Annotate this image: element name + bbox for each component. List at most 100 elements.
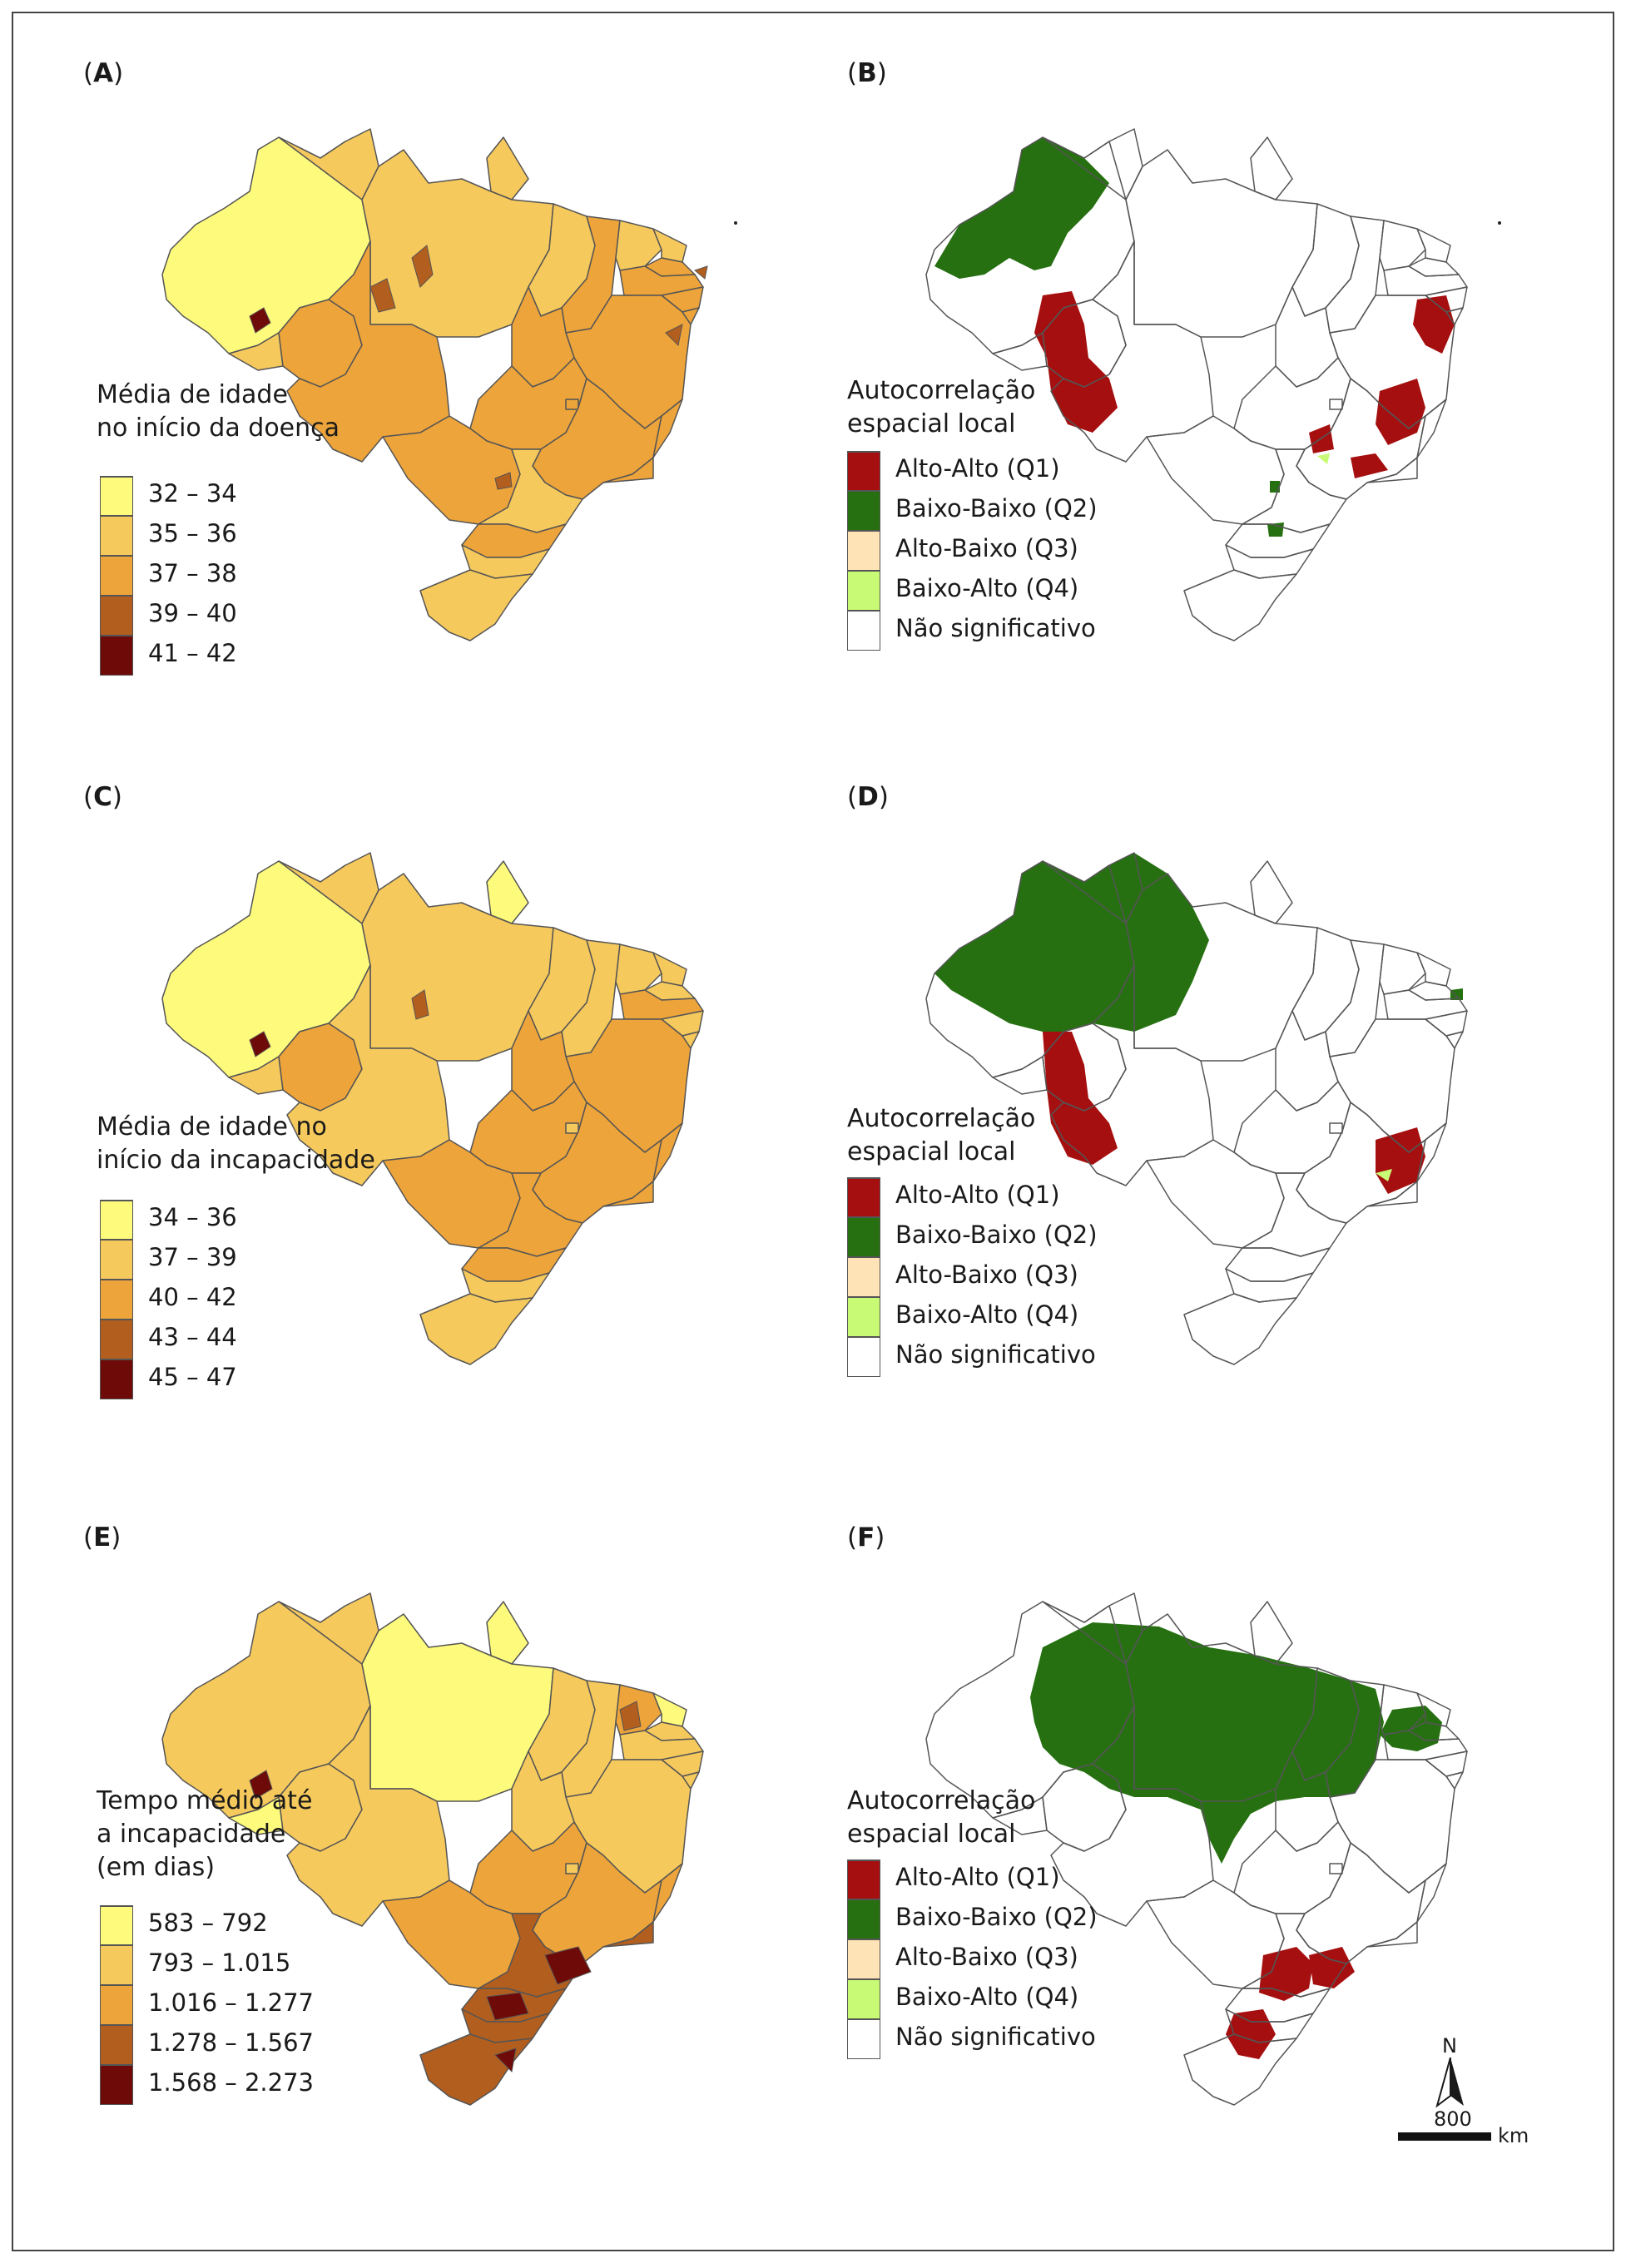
panel-label: (B) xyxy=(847,58,887,88)
legend-swatch xyxy=(847,491,880,531)
lisa-cluster xyxy=(1259,1947,1313,2001)
legend-label: 43 – 44 xyxy=(148,1323,237,1351)
legend-label: 793 – 1.015 xyxy=(148,1949,291,1977)
panel-label: (C) xyxy=(83,782,122,812)
state-border-mt xyxy=(1050,964,1214,1186)
region-cluster xyxy=(411,245,434,288)
panel-label: (D) xyxy=(847,782,889,812)
map-a xyxy=(83,92,832,774)
region-cluster xyxy=(249,307,271,334)
state-border-mt xyxy=(1050,240,1214,463)
legend-title: Autocorrelação espacial local xyxy=(847,1786,1036,1849)
country-fill xyxy=(926,129,1475,641)
state-rj xyxy=(602,457,654,483)
state-mt xyxy=(286,240,450,463)
state-df xyxy=(565,1122,579,1134)
state-border-es xyxy=(1416,1863,1447,1923)
legend-label: Alto-Baixo (Q3) xyxy=(895,1943,1078,1971)
legend-label: Não significativo xyxy=(895,1340,1096,1369)
brazil-map-svg xyxy=(161,1592,704,2106)
legend-swatch xyxy=(100,1320,133,1359)
legend-title: Média de idade no início da doença xyxy=(97,380,340,443)
legend-swatch xyxy=(100,2065,133,2105)
state-border-rj xyxy=(1366,457,1418,483)
state-ap xyxy=(486,136,529,201)
region-cluster xyxy=(494,472,513,490)
lisa-cluster xyxy=(934,137,1109,279)
scale-distance: 800 xyxy=(1434,2107,1472,2131)
legend-swatch xyxy=(100,1905,133,1945)
legend-swatch xyxy=(847,451,880,491)
state-df xyxy=(565,1863,579,1874)
legend-swatch xyxy=(100,556,133,596)
state-border-rs xyxy=(1183,569,1297,641)
state-ap xyxy=(486,860,529,924)
lisa-cluster xyxy=(1376,1169,1392,1181)
legend-swatch xyxy=(100,1359,133,1399)
legend-label: 583 – 792 xyxy=(148,1909,268,1937)
legend-label: Alto-Alto (Q1) xyxy=(895,454,1060,483)
panel-c: (C) Média de idade no início da incapaci… xyxy=(83,782,832,1498)
legend-label: Alto-Alto (Q1) xyxy=(895,1181,1060,1209)
brazil-map-svg xyxy=(925,1592,1475,2106)
legend-swatch xyxy=(100,1945,133,1985)
lisa-cluster xyxy=(1034,291,1118,433)
legend-label: Alto-Baixo (Q3) xyxy=(895,534,1078,562)
lisa-cluster xyxy=(1309,1947,1355,1988)
panel-e: (E) Tempo médio até a incapacidade (em d… xyxy=(83,1523,832,2238)
scale-bar xyxy=(1398,2132,1491,2141)
state-es xyxy=(652,1122,683,1182)
lisa-cluster xyxy=(934,853,1209,1032)
legend-label: Não significativo xyxy=(895,2023,1096,2051)
state-es xyxy=(652,1863,683,1923)
map-d xyxy=(847,815,1596,1498)
legend-swatch xyxy=(100,1280,133,1320)
map-b xyxy=(847,92,1596,774)
lisa-cluster xyxy=(1030,1622,1384,1864)
legend-label: 39 – 40 xyxy=(148,599,237,627)
legend-title: Tempo médio até a incapacidade (em dias) xyxy=(97,1786,313,1882)
legend-swatch xyxy=(847,531,880,571)
region-cluster xyxy=(544,1946,592,1985)
region-cluster xyxy=(369,278,396,313)
legend-label: 37 – 39 xyxy=(148,1243,237,1271)
legend-label: Baixo-Alto (Q4) xyxy=(895,574,1079,602)
legend-label: Alto-Alto (Q1) xyxy=(895,1863,1060,1891)
legend-label: 37 – 38 xyxy=(148,559,237,587)
legend-swatch xyxy=(847,571,880,611)
legend-label: 34 – 36 xyxy=(148,1203,237,1231)
legend-label: Alto-Baixo (Q3) xyxy=(895,1260,1078,1289)
brazil-map-svg xyxy=(925,128,1475,641)
lisa-cluster xyxy=(1317,453,1330,464)
state-rj xyxy=(602,1181,654,1207)
region-cluster xyxy=(619,1701,642,1731)
figure-frame xyxy=(12,12,1614,2251)
region-cluster xyxy=(486,1992,529,2021)
state-border-ap xyxy=(1250,860,1293,924)
state-border-ap xyxy=(1250,1601,1293,1665)
state-mt xyxy=(286,964,450,1186)
north-arrow-icon xyxy=(1435,2058,1464,2108)
legend-swatch xyxy=(847,1899,880,1939)
legend-label: 35 – 36 xyxy=(148,519,237,547)
legend-label: 40 – 42 xyxy=(148,1283,237,1311)
region-cluster xyxy=(665,324,683,347)
region-cluster xyxy=(411,989,429,1020)
map-mark xyxy=(1498,221,1501,225)
map-c xyxy=(83,815,832,1498)
legend-swatch xyxy=(100,1240,133,1280)
panel-label: (E) xyxy=(83,1523,121,1552)
state-rs xyxy=(419,2033,533,2106)
state-border-es xyxy=(1416,399,1447,458)
lisa-cluster xyxy=(1270,481,1280,493)
legend-swatch xyxy=(100,636,133,676)
map-mark xyxy=(734,221,737,225)
state-border-mt xyxy=(1050,1705,1214,1927)
legend-label: Baixo-Alto (Q4) xyxy=(895,1983,1079,2011)
state-border-df xyxy=(1329,1122,1343,1134)
lisa-cluster xyxy=(1043,1032,1118,1165)
legend-label: 41 – 42 xyxy=(148,639,237,667)
legend-swatch xyxy=(847,2019,880,2059)
legend-title: Autocorrelação espacial local xyxy=(847,1104,1036,1166)
state-mt xyxy=(286,1705,450,1927)
